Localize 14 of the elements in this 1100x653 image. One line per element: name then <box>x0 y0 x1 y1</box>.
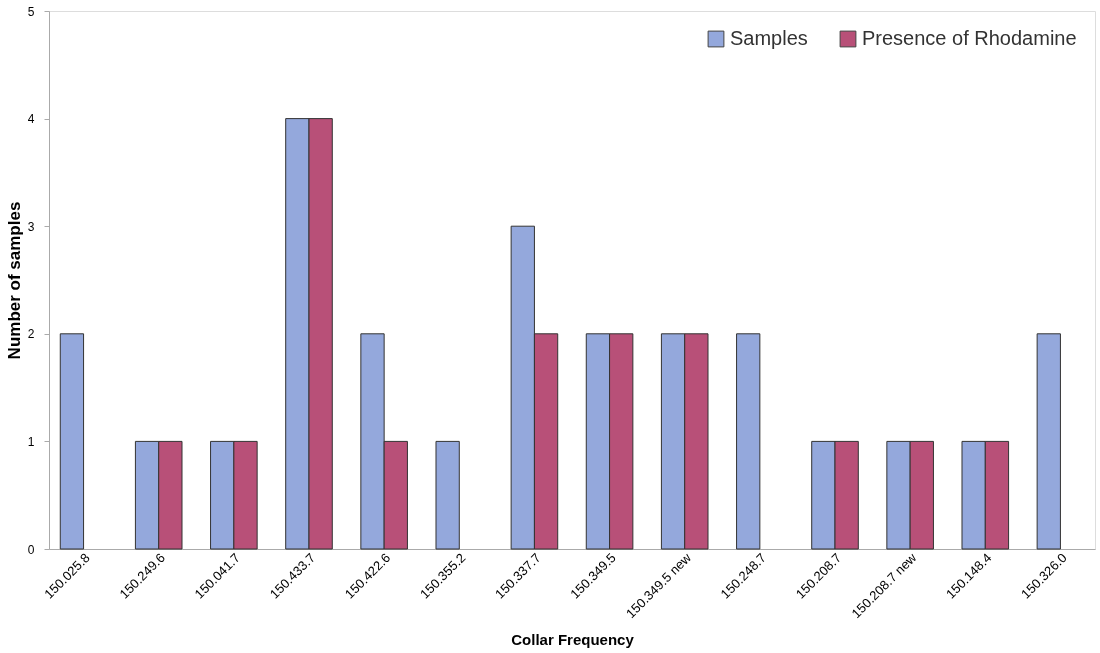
y-tick-label: 0 <box>27 542 35 557</box>
y-tick-label: 4 <box>27 112 35 127</box>
legend-label: Samples <box>730 27 808 49</box>
bar <box>736 333 761 550</box>
x-axis-title: Collar Frequency <box>511 631 635 648</box>
legend-label: Presence of Rhodamine <box>862 27 1077 49</box>
y-tick-label: 3 <box>27 219 35 234</box>
y-tick-label: 1 <box>27 434 35 449</box>
bar <box>1036 333 1061 550</box>
y-axis-title: Number of samples <box>4 201 24 360</box>
y-tick-label: 5 <box>27 4 35 19</box>
bar <box>435 440 460 550</box>
y-tick-label: 2 <box>27 327 35 342</box>
bar <box>59 333 85 550</box>
